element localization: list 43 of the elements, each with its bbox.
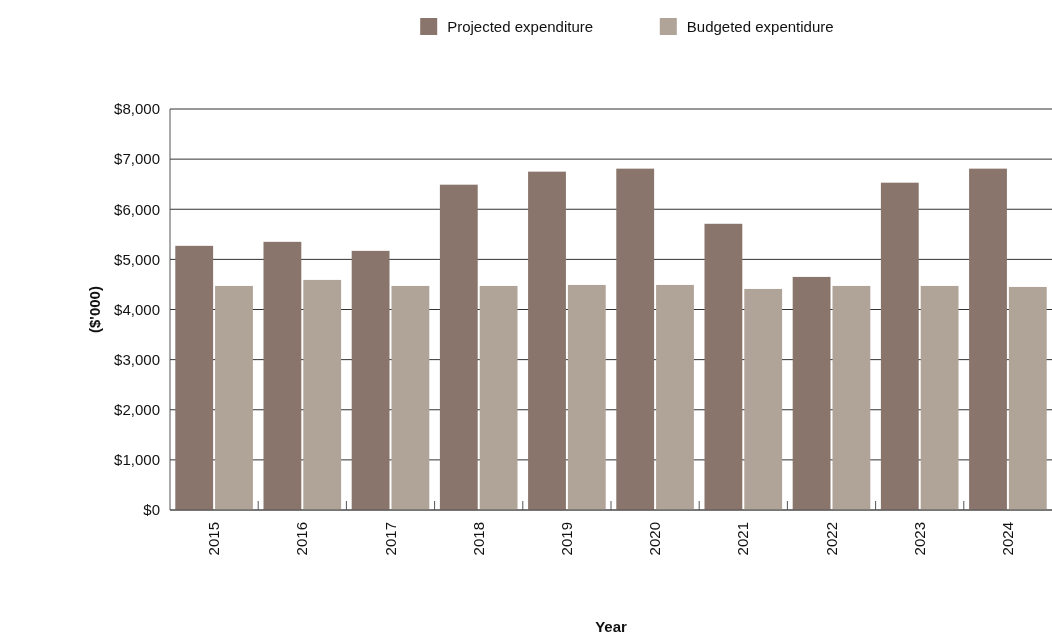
bar [969, 168, 1007, 510]
y-tick-label: $4,000 [114, 300, 160, 318]
x-tick-label: 2020 [646, 522, 664, 556]
x-tick-label: 2023 [910, 522, 928, 556]
x-tick-label: 2017 [381, 522, 399, 556]
bar [263, 241, 302, 510]
bar [920, 285, 959, 510]
bar [1008, 286, 1047, 510]
bar [528, 171, 566, 510]
y-tick-label: $1,000 [114, 451, 160, 469]
bar [215, 285, 253, 510]
x-tick-label: 2015 [205, 522, 223, 556]
legend-label: Budgeted expentidure [686, 18, 834, 35]
bar [832, 285, 871, 510]
x-tick-label: 2024 [998, 522, 1016, 556]
y-axis-title: ($'000) [86, 286, 103, 333]
bar [792, 276, 831, 510]
x-axis-title: Year [595, 618, 628, 635]
x-tick-label: 2022 [822, 522, 840, 556]
bar [351, 250, 390, 510]
y-tick-label: $3,000 [114, 350, 160, 368]
y-tick-label: $8,000 [114, 100, 160, 118]
x-tick-label: 2019 [557, 522, 575, 556]
x-tick-label: 2018 [469, 522, 487, 556]
bar [175, 245, 214, 510]
bar [479, 285, 518, 510]
legend-label: Projected expenditure [447, 18, 594, 35]
x-tick-label: 2016 [293, 522, 311, 556]
bar [303, 279, 342, 510]
bar [880, 182, 919, 510]
bar [439, 184, 478, 510]
bar [656, 284, 694, 510]
bar [616, 168, 655, 510]
y-tick-label: $0 [143, 501, 160, 519]
y-tick-label: $6,000 [114, 200, 160, 218]
y-tick-label: $2,000 [114, 401, 160, 418]
bar [391, 285, 430, 510]
x-tick-label: 2021 [734, 522, 752, 556]
bar [567, 284, 606, 510]
bar [744, 288, 783, 510]
y-tick-label: $5,000 [114, 250, 160, 268]
bar [704, 223, 743, 510]
y-tick-label: $7,000 [114, 150, 160, 168]
